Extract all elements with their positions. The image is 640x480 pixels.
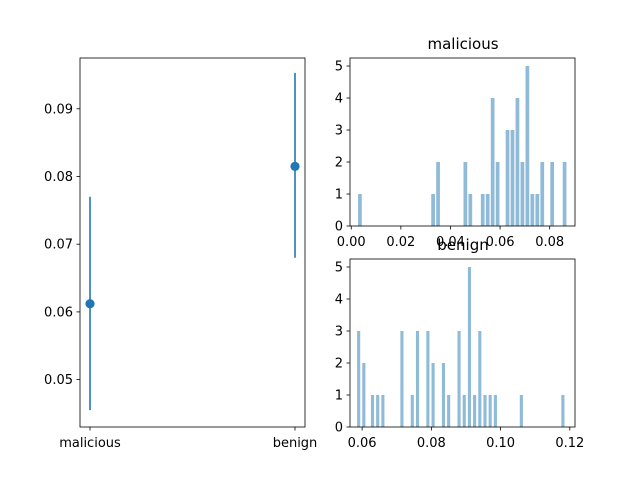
malicious-histogram-x-ticks: 0.00 0.02 0.04 0.06 0.08 — [337, 226, 564, 250]
malicious-histogram-bar — [431, 194, 435, 226]
errorbar-x-tick-label-benign: benign — [273, 436, 318, 451]
malicious-histogram-bar — [480, 194, 485, 226]
malicious-histogram-bar — [505, 130, 510, 226]
benign-histogram-x-ticks: 0.06 0.08 0.10 0.12 — [348, 427, 584, 451]
errorbar-x-tick-label-malicious: malicious — [59, 436, 121, 451]
malicious-histogram-x-tick-label: 0.06 — [486, 235, 515, 250]
malicious-histogram-y-tick-label: 2 — [335, 156, 343, 171]
errorbar-panel: 0.05 0.06 0.07 0.08 0.09 malicious benign — [44, 57, 317, 451]
malicious-histogram-bar — [468, 194, 473, 226]
benign-histogram-y-tick-label: 5 — [335, 261, 343, 276]
malicious-histogram-x-tick-label: 0.00 — [337, 235, 366, 250]
benign-histogram-bar — [441, 363, 446, 427]
benign-histogram-bar — [381, 395, 385, 427]
benign-histogram-bar — [410, 395, 414, 427]
benign-histogram-bar — [483, 395, 487, 427]
benign-histogram-bars — [357, 267, 565, 427]
malicious-histogram-bar — [510, 130, 515, 226]
malicious-histogram-bar — [530, 194, 535, 226]
benign-histogram-bar — [478, 331, 482, 427]
benign-histogram-bar — [561, 395, 565, 427]
errorbar-y-tick-label: 0.09 — [44, 102, 73, 117]
benign-histogram-axes-frame — [349, 258, 576, 428]
malicious-histogram-y-tick-label: 3 — [335, 124, 343, 139]
malicious-histogram-bar — [550, 162, 555, 226]
errorbar-x-ticks: malicious benign — [59, 427, 317, 451]
malicious-histogram-x-tick-label: 0.08 — [535, 235, 564, 250]
benign-histogram-bar — [415, 331, 420, 427]
benign-histogram-bar — [376, 395, 380, 427]
benign-histogram-y-tick-label: 4 — [335, 293, 343, 308]
benign-histogram-bar — [493, 395, 497, 427]
malicious-histogram-y-tick-label: 0 — [335, 220, 343, 235]
malicious-histogram-y-ticks: 0 1 2 3 4 5 — [335, 60, 350, 235]
benign-histogram-bar — [431, 363, 435, 427]
benign-histogram-bar — [447, 395, 451, 427]
benign-histogram-bar — [370, 395, 375, 427]
benign-histogram-x-tick-label: 0.06 — [348, 436, 377, 451]
benign-histogram-bar — [519, 395, 523, 427]
benign-histogram-panel: 0 1 2 3 4 5 0.06 0.08 0.10 0.12 benign — [335, 236, 585, 451]
benign-histogram-y-tick-label: 3 — [335, 325, 343, 340]
malicious-histogram-bar — [495, 162, 500, 226]
errorbar-y-tick-label: 0.06 — [44, 305, 73, 320]
malicious-histogram-bars — [358, 66, 567, 226]
malicious-histogram-bar — [485, 194, 490, 226]
benign-histogram-x-tick-label: 0.10 — [486, 436, 515, 451]
malicious-histogram-y-tick-label: 4 — [335, 92, 343, 107]
malicious-histogram-y-tick-label: 1 — [335, 188, 343, 203]
benign-histogram-bar — [462, 395, 466, 427]
benign-histogram-bar — [488, 395, 492, 427]
malicious-histogram-bar — [540, 162, 545, 226]
benign-histogram-bar — [362, 363, 366, 427]
malicious-histogram-bar — [436, 162, 440, 226]
errorbar-y-ticks: 0.05 0.06 0.07 0.08 0.09 — [44, 102, 80, 388]
malicious-histogram-title: malicious — [427, 35, 498, 53]
benign-histogram-y-ticks: 0 1 2 3 4 5 — [335, 261, 350, 436]
benign-histogram-bar — [467, 267, 471, 427]
errorbar-axes-frame — [79, 57, 306, 428]
errorbar-y-tick-label: 0.07 — [44, 238, 73, 253]
malicious-histogram-bar — [490, 98, 495, 226]
malicious-histogram-bar — [358, 194, 362, 226]
malicious-histogram-bar — [525, 66, 530, 226]
malicious-histogram-axes-frame — [349, 57, 576, 227]
benign-histogram-x-tick-label: 0.12 — [555, 436, 584, 451]
malicious-histogram-bar — [515, 98, 520, 226]
malicious-histogram-bar — [562, 162, 567, 226]
malicious-histogram-bar — [535, 194, 540, 226]
benign-histogram-bar — [426, 331, 430, 427]
malicious-histogram-bar — [463, 162, 468, 226]
malicious-histogram-bar — [520, 162, 525, 226]
benign-histogram-y-tick-label: 1 — [335, 389, 343, 404]
malicious-histogram-panel: malicious 0 1 2 3 4 5 0.00 0.02 0.04 0.06 0.08 — [335, 35, 576, 250]
benign-histogram-y-tick-label: 0 — [335, 421, 343, 436]
errorbar-point-malicious — [85, 299, 95, 309]
errorbar-point-benign — [290, 161, 300, 171]
benign-histogram-y-tick-label: 2 — [335, 357, 343, 372]
errorbar-y-tick-label: 0.05 — [44, 373, 73, 388]
malicious-histogram-x-tick-label: 0.02 — [386, 235, 415, 250]
errorbar-plot-area — [85, 72, 300, 411]
malicious-histogram-y-tick-label: 5 — [335, 60, 343, 75]
malicious-histogram-x-tick-label: 0.04 — [436, 235, 465, 250]
benign-histogram-title: benign — [437, 236, 488, 254]
errorbar-y-tick-label: 0.08 — [44, 170, 73, 185]
benign-histogram-bar — [400, 331, 404, 427]
benign-histogram-bar — [457, 331, 461, 427]
benign-histogram-bar — [357, 331, 361, 427]
benign-histogram-bar — [473, 395, 477, 427]
benign-histogram-x-tick-label: 0.08 — [417, 436, 446, 451]
